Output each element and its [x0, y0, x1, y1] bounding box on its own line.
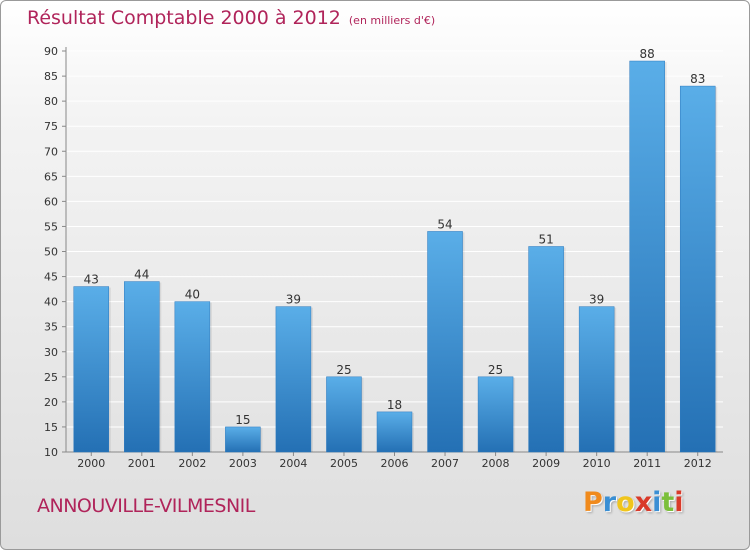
y-tick-label: 65: [44, 170, 58, 183]
y-tick-label: 10: [44, 446, 58, 459]
data-label: 25: [488, 363, 503, 377]
x-tick-label: 2004: [279, 457, 307, 470]
bar: [275, 306, 312, 453]
bar: [73, 286, 110, 453]
x-tick-label: 2002: [178, 457, 206, 470]
data-label: 43: [84, 273, 99, 287]
data-label: 88: [640, 47, 655, 61]
bar: [326, 376, 362, 453]
data-label: 40: [185, 288, 200, 302]
bar: [578, 306, 615, 453]
y-tick-label: 90: [44, 45, 58, 58]
x-tick-label: 2011: [633, 457, 661, 470]
y-tick-label: 75: [44, 120, 58, 133]
data-label: 18: [387, 398, 402, 412]
y-tick-label: 35: [44, 321, 58, 334]
bar: [427, 231, 463, 453]
data-label: 39: [589, 293, 604, 307]
y-tick-label: 80: [44, 95, 58, 108]
data-label: 83: [690, 72, 705, 86]
y-tick-label: 40: [44, 296, 58, 309]
logo-letter: i: [674, 487, 684, 518]
x-tick-label: 2003: [229, 457, 257, 470]
commune-name: ANNOUVILLE-VILMESNIL: [37, 495, 255, 517]
y-tick-label: 45: [44, 271, 58, 284]
data-label: 44: [134, 268, 149, 282]
bar: [528, 246, 564, 453]
chart-title-text: Résultat Comptable 2000 à 2012: [27, 7, 341, 29]
data-label: 39: [286, 293, 301, 307]
data-label: 25: [336, 363, 351, 377]
data-label: 51: [538, 232, 553, 246]
x-tick-label: 2008: [482, 457, 510, 470]
logo-letter: P: [583, 487, 603, 518]
y-tick-label: 85: [44, 70, 58, 83]
y-tick-label: 30: [44, 346, 58, 359]
x-tick-label: 2009: [532, 457, 560, 470]
x-tick-label: 2001: [128, 457, 156, 470]
y-tick-label: 60: [44, 195, 58, 208]
bar: [225, 426, 261, 453]
bar: [679, 85, 716, 453]
x-tick-label: 2000: [77, 457, 105, 470]
proxiti-logo: Proxiti: [583, 487, 684, 518]
y-tick-label: 70: [44, 145, 58, 158]
y-tick-label: 50: [44, 246, 58, 259]
bar: [124, 281, 160, 453]
logo-letter: x: [634, 487, 653, 518]
logo-letter: t: [661, 487, 675, 518]
chart-subtitle: (en milliers d'€): [348, 14, 436, 27]
logo-letter: r: [602, 487, 617, 518]
bar: [477, 376, 514, 453]
y-tick-label: 15: [44, 421, 58, 434]
x-tick-label: 2012: [684, 457, 712, 470]
chart-title: Résultat Comptable 2000 à 2012 (en millie…: [27, 7, 435, 29]
x-tick-label: 2006: [381, 457, 409, 470]
y-tick-label: 55: [44, 220, 58, 233]
data-label: 15: [235, 413, 250, 427]
y-tick-label: 25: [44, 371, 58, 384]
data-label: 54: [437, 217, 452, 231]
x-tick-label: 2010: [583, 457, 611, 470]
bar: [174, 301, 211, 453]
bar: [629, 60, 665, 453]
bar: [376, 411, 413, 453]
x-tick-label: 2007: [431, 457, 459, 470]
x-tick-label: 2005: [330, 457, 358, 470]
y-tick-label: 20: [44, 396, 58, 409]
logo-letter: o: [616, 487, 635, 518]
logo-letter: i: [652, 487, 662, 518]
